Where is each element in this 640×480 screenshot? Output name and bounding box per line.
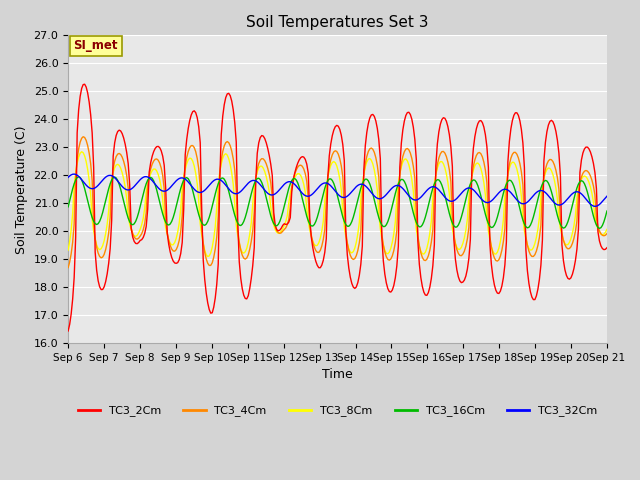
Legend: TC3_2Cm, TC3_4Cm, TC3_8Cm, TC3_16Cm, TC3_32Cm: TC3_2Cm, TC3_4Cm, TC3_8Cm, TC3_16Cm, TC3… <box>74 401 602 421</box>
X-axis label: Time: Time <box>322 369 353 382</box>
Title: Soil Temperatures Set 3: Soil Temperatures Set 3 <box>246 15 429 30</box>
Y-axis label: Soil Temperature (C): Soil Temperature (C) <box>15 125 28 253</box>
Text: SI_met: SI_met <box>74 39 118 52</box>
